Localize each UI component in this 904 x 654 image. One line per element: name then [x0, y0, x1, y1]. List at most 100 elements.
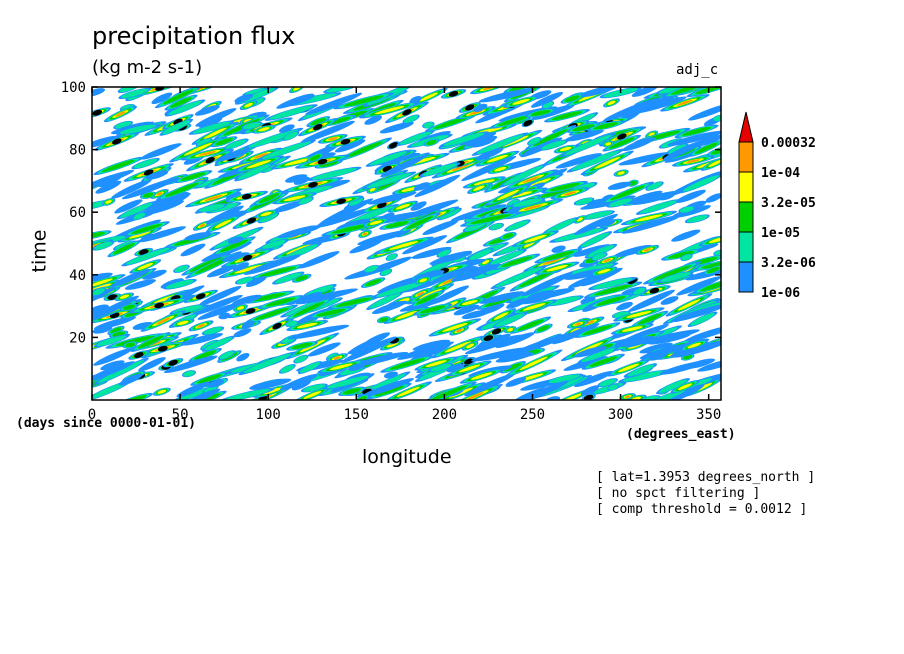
- field-streak: [603, 258, 612, 263]
- field-streak: [366, 173, 412, 188]
- field-streak: [92, 295, 139, 321]
- field-streak: [380, 154, 427, 178]
- x-tick-label: 250: [520, 407, 545, 423]
- field-streak: [419, 92, 438, 102]
- field-streak: [176, 381, 210, 398]
- field-streak: [291, 342, 313, 350]
- field-streak: [444, 341, 472, 353]
- field-streak: [706, 266, 720, 274]
- field-streak: [237, 164, 271, 180]
- field-streak: [124, 279, 156, 290]
- field-streak: [470, 214, 512, 225]
- field-streak: [677, 299, 701, 311]
- threshold-blob: [205, 157, 215, 164]
- field-streak: [119, 124, 157, 134]
- field-streak: [115, 111, 126, 117]
- field-streak: [549, 296, 581, 306]
- field-streak: [166, 279, 194, 289]
- field-streak: [402, 235, 448, 255]
- field-streak: [658, 87, 687, 94]
- field-streak: [580, 267, 623, 287]
- field-streak: [419, 278, 428, 283]
- colorbar-label: 1e-06: [761, 286, 800, 301]
- field-streak: [272, 200, 305, 213]
- field-streak: [303, 391, 322, 399]
- field-streak: [399, 131, 432, 145]
- field-streak: [512, 198, 543, 207]
- field-streak: [142, 269, 167, 280]
- field-streak: [155, 317, 171, 325]
- field-streak: [164, 355, 218, 373]
- field-streak: [694, 87, 721, 95]
- field-streak: [686, 159, 701, 163]
- field-streak: [365, 279, 382, 287]
- field-streak: [258, 193, 280, 204]
- field-streak: [503, 165, 544, 186]
- field-streak: [219, 351, 234, 360]
- field-streak: [646, 182, 663, 190]
- field-streak: [347, 205, 394, 225]
- field-streak: [621, 215, 681, 234]
- field-streak: [639, 200, 677, 214]
- field-streak: [473, 185, 485, 192]
- field-streak: [667, 251, 695, 259]
- field-streak: [574, 213, 618, 235]
- field-streak: [607, 181, 632, 190]
- field-streak: [92, 88, 106, 97]
- field-streak: [622, 370, 667, 382]
- field-streak: [430, 267, 471, 284]
- field-streak: [628, 180, 637, 186]
- field-streak: [688, 102, 721, 121]
- threshold-blob: [583, 394, 594, 400]
- field-streak: [195, 108, 237, 127]
- threshold-blob: [649, 287, 660, 294]
- threshold-blob: [388, 142, 399, 149]
- field-streak: [633, 287, 646, 295]
- field-streak: [331, 224, 371, 234]
- field-streak: [461, 155, 517, 182]
- field-streak: [216, 148, 251, 162]
- chart-units: (kg m-2 s-1): [92, 57, 203, 78]
- field-streak: [618, 363, 640, 373]
- field-streak: [592, 278, 633, 289]
- field-streak: [227, 236, 244, 244]
- field-streak: [334, 139, 366, 153]
- field-streak: [253, 153, 268, 159]
- field-streak: [140, 233, 154, 242]
- threshold-blob: [317, 158, 328, 165]
- field-streak: [559, 146, 572, 152]
- field-streak: [311, 167, 357, 180]
- colorbar-segment: [738, 141, 754, 173]
- field-streak: [410, 201, 427, 211]
- field-streak: [298, 251, 340, 269]
- field-streak: [563, 356, 608, 371]
- field-streak: [287, 324, 350, 340]
- field-streak: [274, 272, 302, 284]
- field-streak: [295, 288, 358, 305]
- field-streak: [422, 219, 459, 236]
- field-streak: [244, 102, 253, 108]
- field-streak: [265, 297, 296, 307]
- field-streak: [495, 313, 525, 327]
- colorbar-segment: [738, 231, 754, 263]
- field-streak: [614, 335, 655, 348]
- field-streak: [581, 347, 617, 362]
- field-streak: [508, 206, 520, 215]
- field-streak: [592, 253, 607, 261]
- field-streak: [640, 329, 700, 345]
- x-axis-label: longitude: [362, 446, 452, 468]
- field-streak: [518, 271, 554, 288]
- field-streak: [426, 140, 437, 146]
- threshold-blob: [242, 254, 253, 261]
- field-streak: [668, 144, 687, 154]
- field-streak: [191, 294, 243, 316]
- field-streak: [676, 276, 721, 296]
- field-streak: [683, 175, 719, 192]
- field-streak: [572, 244, 611, 257]
- field-streak: [542, 101, 554, 109]
- threshold-blob: [491, 328, 502, 335]
- field-streak: [119, 202, 153, 218]
- colorbar-label: 1e-04: [761, 166, 800, 181]
- field-streak: [319, 160, 339, 167]
- field-streak: [617, 171, 625, 175]
